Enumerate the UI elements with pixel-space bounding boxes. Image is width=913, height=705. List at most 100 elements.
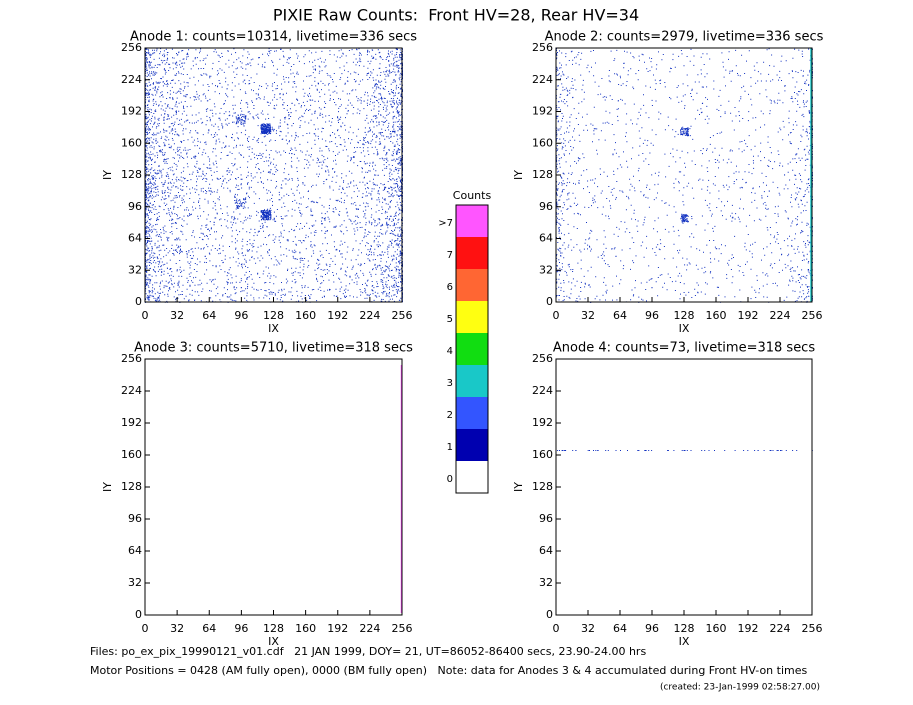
texture	[557, 450, 813, 451]
colorbar-cell	[456, 269, 488, 301]
y-axis-label: IY	[101, 482, 114, 492]
y-axis-label: IY	[101, 170, 114, 180]
x-tick-label: 0	[142, 622, 149, 635]
figure-title: PIXIE Raw Counts: Front HV=28, Rear HV=3…	[273, 6, 639, 25]
x-tick-label: 256	[802, 622, 823, 635]
colorbar-cell	[456, 429, 488, 461]
x-tick-label: 160	[295, 622, 316, 635]
texture	[145, 48, 403, 303]
x-tick-label: 0	[142, 309, 149, 322]
colorbar-cell	[456, 237, 488, 269]
y-tick-label: 192	[121, 105, 142, 118]
colorbar-label: 1	[447, 442, 453, 453]
x-tick-label: 32	[170, 309, 184, 322]
x-tick-label: 192	[327, 622, 348, 635]
x-tick-label: 64	[202, 309, 216, 322]
colorbar-cell	[456, 461, 488, 493]
x-tick-label: 192	[738, 622, 759, 635]
x-tick-label: 96	[645, 622, 659, 635]
y-tick-label: 32	[539, 263, 553, 276]
y-axis-label: IY	[512, 482, 525, 492]
x-tick-label: 96	[234, 622, 248, 635]
y-tick-label: 256	[532, 41, 553, 54]
y-tick-label: 128	[532, 168, 553, 181]
y-tick-label: 160	[532, 448, 553, 461]
x-tick-label: 128	[674, 622, 695, 635]
x-tick-label: 32	[581, 622, 595, 635]
y-tick-label: 64	[539, 544, 553, 557]
y-tick-label: 0	[135, 608, 142, 621]
y-tick-label: 256	[532, 352, 553, 365]
x-tick-label: 128	[674, 309, 695, 322]
y-tick-label: 32	[128, 576, 142, 589]
y-tick-label: 256	[121, 352, 142, 365]
colorbar-title: Counts	[453, 189, 492, 202]
y-tick-label: 96	[128, 200, 142, 213]
colorbar-cell	[456, 301, 488, 333]
footer-files: Files: po_ex_pix_19990121_v01.cdf 21 JAN…	[90, 645, 646, 658]
panel-title: Anode 2: counts=2979, livetime=336 secs	[545, 30, 824, 45]
y-tick-label: 96	[128, 512, 142, 525]
colorbar-frame	[455, 204, 489, 494]
x-tick-label: 224	[770, 309, 791, 322]
colorbar-label: 7	[447, 250, 453, 261]
x-tick-label: 224	[359, 622, 380, 635]
y-tick-label: 224	[532, 384, 553, 397]
y-tick-label: 128	[532, 480, 553, 493]
y-axis-label: IY	[512, 170, 525, 180]
x-tick-label: 96	[234, 309, 248, 322]
colorbar-label: 0	[447, 474, 453, 485]
y-tick-label: 160	[532, 136, 553, 149]
colorbar-label: 3	[447, 378, 453, 389]
y-tick-label: 64	[128, 544, 142, 557]
x-tick-label: 32	[581, 309, 595, 322]
colorbar-cell	[456, 205, 488, 237]
colorbar-label: 2	[447, 410, 453, 421]
footer-created: (created: 23-Jan-1999 02:58:27.00)	[660, 683, 820, 693]
x-tick-label: 224	[359, 309, 380, 322]
panel-title: Anode 4: counts=73, livetime=318 secs	[553, 341, 815, 356]
x-tick-label: 128	[263, 309, 284, 322]
x-tick-label: 256	[392, 309, 413, 322]
y-tick-label: 224	[532, 73, 553, 86]
x-tick-label: 96	[645, 309, 659, 322]
y-tick-label: 128	[121, 480, 142, 493]
y-tick-label: 0	[135, 295, 142, 308]
x-axis-label: IX	[268, 635, 279, 648]
colorbar-label: >7	[438, 218, 453, 229]
y-tick-label: 96	[539, 200, 553, 213]
y-tick-label: 192	[121, 416, 142, 429]
y-tick-label: 64	[128, 232, 142, 245]
y-tick-label: 64	[539, 232, 553, 245]
x-tick-label: 0	[553, 309, 560, 322]
x-tick-label: 192	[327, 309, 348, 322]
y-tick-label: 0	[546, 608, 553, 621]
x-axis-label: IX	[268, 322, 279, 335]
x-tick-label: 64	[613, 309, 627, 322]
y-tick-label: 192	[532, 105, 553, 118]
y-tick-label: 32	[539, 576, 553, 589]
texture	[556, 48, 813, 303]
y-tick-label: 96	[539, 512, 553, 525]
y-tick-label: 160	[121, 448, 142, 461]
colorbar-label: 6	[447, 282, 453, 293]
x-tick-label: 64	[202, 622, 216, 635]
x-axis-label: IX	[679, 635, 690, 648]
y-tick-label: 0	[546, 295, 553, 308]
x-tick-label: 160	[706, 622, 727, 635]
footer-motor: Motor Positions = 0428 (AM fully open), …	[90, 664, 807, 677]
x-tick-label: 0	[553, 622, 560, 635]
colorbar-cell	[456, 365, 488, 397]
colorbar-cell	[456, 397, 488, 429]
x-tick-label: 192	[738, 309, 759, 322]
y-tick-label: 128	[121, 168, 142, 181]
y-tick-label: 32	[128, 263, 142, 276]
y-tick-label: 224	[121, 384, 142, 397]
x-tick-label: 32	[170, 622, 184, 635]
panel-title: Anode 3: counts=5710, livetime=318 secs	[134, 341, 413, 356]
x-tick-label: 160	[706, 309, 727, 322]
colorbar-label: 4	[447, 346, 453, 357]
colorbar-cell	[456, 333, 488, 365]
